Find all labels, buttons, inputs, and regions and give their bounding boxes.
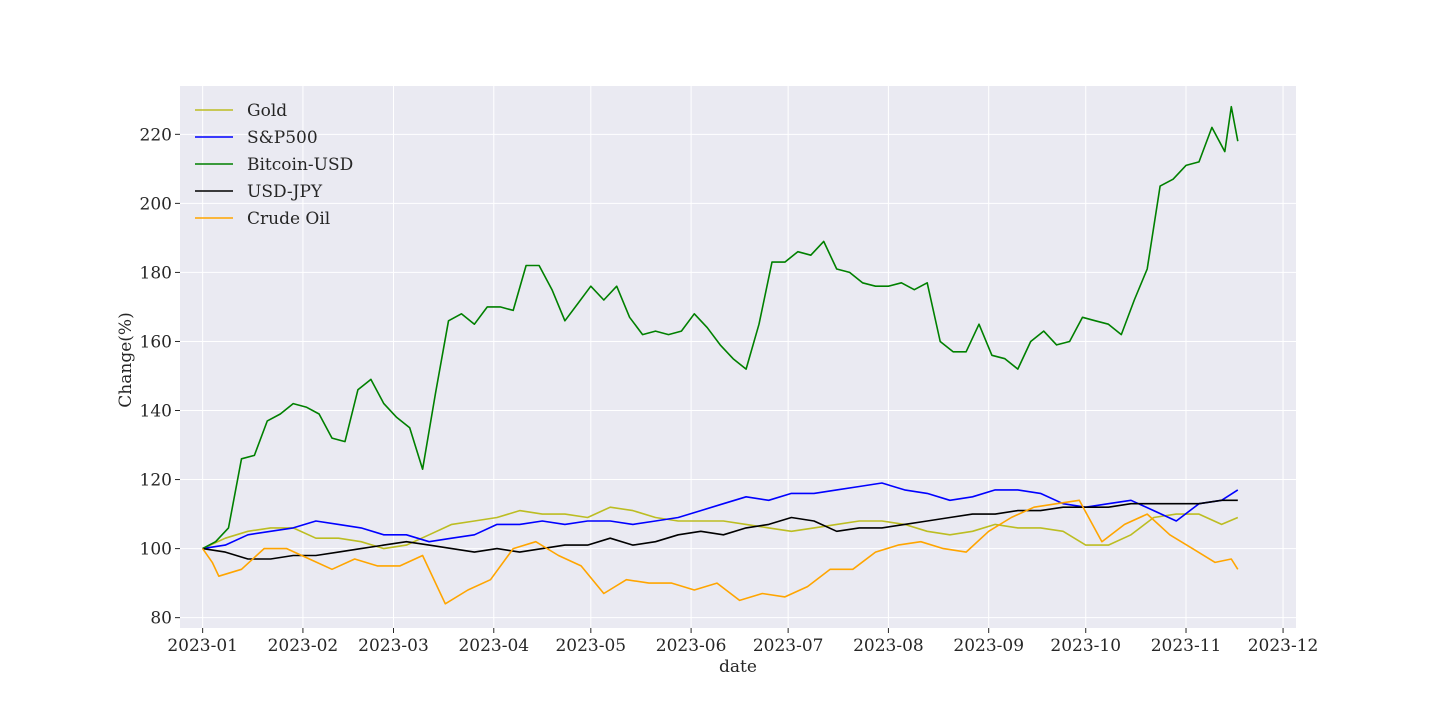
y-tick-label: 80 xyxy=(150,609,172,629)
legend-label: Gold xyxy=(247,101,287,121)
y-tick-label: 160 xyxy=(140,332,172,352)
x-tick-label: 2023-11 xyxy=(1151,636,1222,656)
y-tick-label: 200 xyxy=(140,194,172,214)
x-tick-label: 2023-01 xyxy=(167,636,238,656)
x-tick-label: 2023-02 xyxy=(268,636,339,656)
series-line-s-p500 xyxy=(202,482,1239,550)
x-tick-label: 2023-05 xyxy=(555,636,626,656)
x-axis-title: date xyxy=(719,657,757,677)
y-tick-label: 100 xyxy=(140,540,172,560)
y-tick-label: 180 xyxy=(140,263,172,283)
x-tick-label: 2023-10 xyxy=(1050,636,1121,656)
x-tick-label: 2023-08 xyxy=(853,636,924,656)
x-tick-label: 2023-12 xyxy=(1248,636,1319,656)
tick-labels: 80 100 120 140 160 180 200 220 2023-01 2023-02 202… xyxy=(140,125,1319,656)
x-tick-label: 2023-07 xyxy=(753,636,824,656)
plot-background xyxy=(180,86,1296,628)
legend-label: Bitcoin-USD xyxy=(247,155,353,175)
legend-label: USD-JPY xyxy=(247,182,323,202)
legend-label: S&P500 xyxy=(247,128,318,148)
series-lines xyxy=(201,105,1239,605)
y-tick-label: 220 xyxy=(140,125,172,145)
x-tick-label: 2023-03 xyxy=(358,636,429,656)
y-axis-title: Change(%) xyxy=(116,312,136,407)
x-tick-label: 2023-04 xyxy=(458,636,529,656)
series-line-crude-oil xyxy=(201,499,1239,605)
x-tick-label: 2023-09 xyxy=(953,636,1024,656)
series-line-usd-jpy xyxy=(202,499,1238,560)
y-tick-label: 140 xyxy=(140,402,172,422)
legend-label: Crude Oil xyxy=(247,209,330,229)
y-tick-label: 120 xyxy=(140,471,172,491)
x-tick-label: 2023-06 xyxy=(656,636,727,656)
grid xyxy=(180,86,1296,628)
series-line-bitcoin-usd xyxy=(202,105,1239,550)
legend: Gold S&P500 Bitcoin-USD USD-JPY Crude Oil xyxy=(195,101,353,229)
